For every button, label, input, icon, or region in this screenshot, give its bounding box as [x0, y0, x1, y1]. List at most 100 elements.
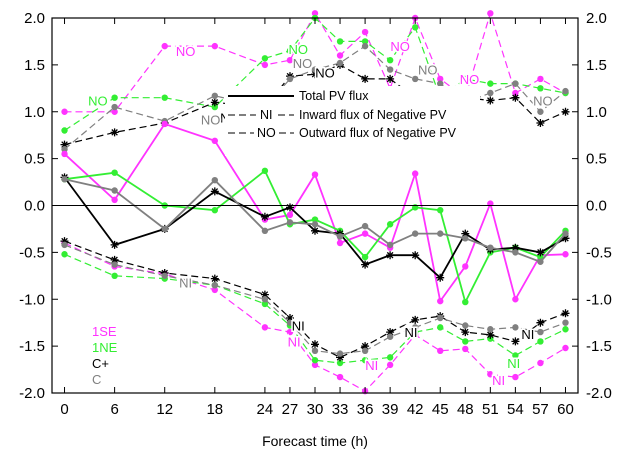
inline-series-tag: NO: [88, 94, 108, 109]
data-point: [111, 196, 118, 204]
inline-series-tag: NI: [507, 356, 520, 371]
series-c-total: [61, 176, 569, 265]
data-point: [537, 108, 544, 115]
y-tick-label-right: 0.5: [586, 151, 607, 168]
data-point: [562, 230, 569, 237]
data-point: [161, 225, 168, 233]
data-point: [110, 128, 119, 137]
inline-series-tag: NO: [289, 42, 309, 57]
data-point: [311, 361, 319, 369]
data-point: [386, 333, 394, 340]
data-point: [537, 359, 544, 367]
data-point: [437, 80, 444, 87]
data-point: [311, 221, 319, 228]
data-point: [261, 300, 269, 308]
axes: 2.0 2.0 1.5 1.5 1.0 1.0 0.5 0.5 0.0 0.0 -0.5 -0.5 -1…: [19, 10, 612, 418]
data-point: [386, 221, 394, 228]
data-point: [311, 340, 319, 349]
data-point: [512, 324, 519, 331]
y-tick-label-right: 0.0: [586, 198, 607, 215]
data-point: [361, 342, 370, 351]
inline-series-tag: NO: [315, 65, 335, 80]
y-tick-label-left: -1.0: [19, 291, 45, 308]
data-point: [386, 354, 394, 361]
data-point: [361, 230, 369, 237]
x-tick-label: 6: [110, 401, 118, 418]
data-point: [286, 328, 294, 336]
region-label: 1SE: [92, 324, 117, 339]
legend-background: [225, 86, 480, 156]
data-point: [512, 352, 519, 359]
x-tick-label: 42: [407, 401, 424, 418]
data-point: [361, 38, 369, 45]
data-point: [336, 350, 344, 357]
data-point: [411, 315, 420, 324]
legend-label-inward: Inward flux of Negative PV: [299, 108, 447, 122]
data-point: [511, 337, 520, 346]
data-point: [336, 233, 344, 240]
data-point: [386, 251, 395, 260]
data-point: [286, 319, 294, 326]
data-point: [561, 107, 570, 116]
x-tick-label: 36: [357, 401, 374, 418]
data-point: [60, 140, 69, 149]
y-tick-label-right: 2.0: [586, 10, 607, 27]
data-point: [261, 324, 269, 331]
data-point: [61, 176, 68, 183]
series-line: [64, 64, 566, 146]
y-tick-label-left: 0.5: [24, 151, 45, 168]
y-tick-label-right: -1.0: [586, 291, 612, 308]
x-tick-label: 57: [532, 401, 549, 418]
data-point: [487, 244, 494, 251]
data-point: [161, 120, 168, 128]
series-c-plus-total: [60, 173, 570, 282]
data-point: [437, 297, 444, 305]
inline-series-tag: NI: [288, 334, 301, 349]
data-point: [537, 85, 544, 92]
series-c-plus-ni: [60, 237, 570, 362]
data-point: [161, 94, 168, 101]
data-point: [462, 235, 469, 242]
data-point: [111, 169, 118, 176]
data-point: [286, 47, 294, 55]
inline-series-tag: NO: [533, 94, 553, 109]
x-tick-label: 54: [507, 401, 524, 418]
data-point: [111, 108, 118, 115]
series-1ne-ni: [61, 251, 569, 367]
data-point: [61, 251, 68, 258]
data-point: [487, 89, 494, 97]
data-point: [411, 75, 419, 83]
data-point: [487, 10, 494, 17]
data-point: [461, 328, 470, 337]
data-point: [260, 290, 269, 299]
data-point: [261, 167, 269, 175]
data-point: [61, 108, 68, 115]
data-point: [411, 230, 419, 237]
y-tick-label-right: -2.0: [586, 385, 612, 402]
data-point: [311, 10, 319, 17]
data-point: [336, 52, 344, 59]
data-point: [211, 103, 219, 111]
data-point: [437, 314, 444, 322]
data-point: [286, 211, 294, 219]
data-point: [161, 272, 168, 280]
data-point: [211, 176, 219, 184]
y-tick-label-left: 1.0: [24, 104, 45, 121]
data-point: [537, 338, 544, 345]
data-point: [462, 322, 469, 329]
x-tick-label: 24: [257, 401, 274, 418]
data-point: [261, 55, 269, 62]
data-point: [336, 353, 344, 362]
legend: Total PV flux NI Inward flux of Negative…: [225, 86, 480, 156]
region-label: 1NE: [92, 340, 118, 355]
data-point: [437, 324, 444, 331]
x-tick-label: 48: [457, 401, 474, 418]
x-tick-label: 51: [482, 401, 499, 418]
region-label: C+: [92, 356, 109, 371]
x-tick-label: 33: [332, 401, 349, 418]
data-point: [211, 42, 219, 50]
data-point: [411, 24, 419, 31]
x-tick-label: 27: [282, 401, 299, 418]
data-point: [111, 94, 118, 101]
x-axis-label: Forecast time (h): [262, 433, 368, 449]
